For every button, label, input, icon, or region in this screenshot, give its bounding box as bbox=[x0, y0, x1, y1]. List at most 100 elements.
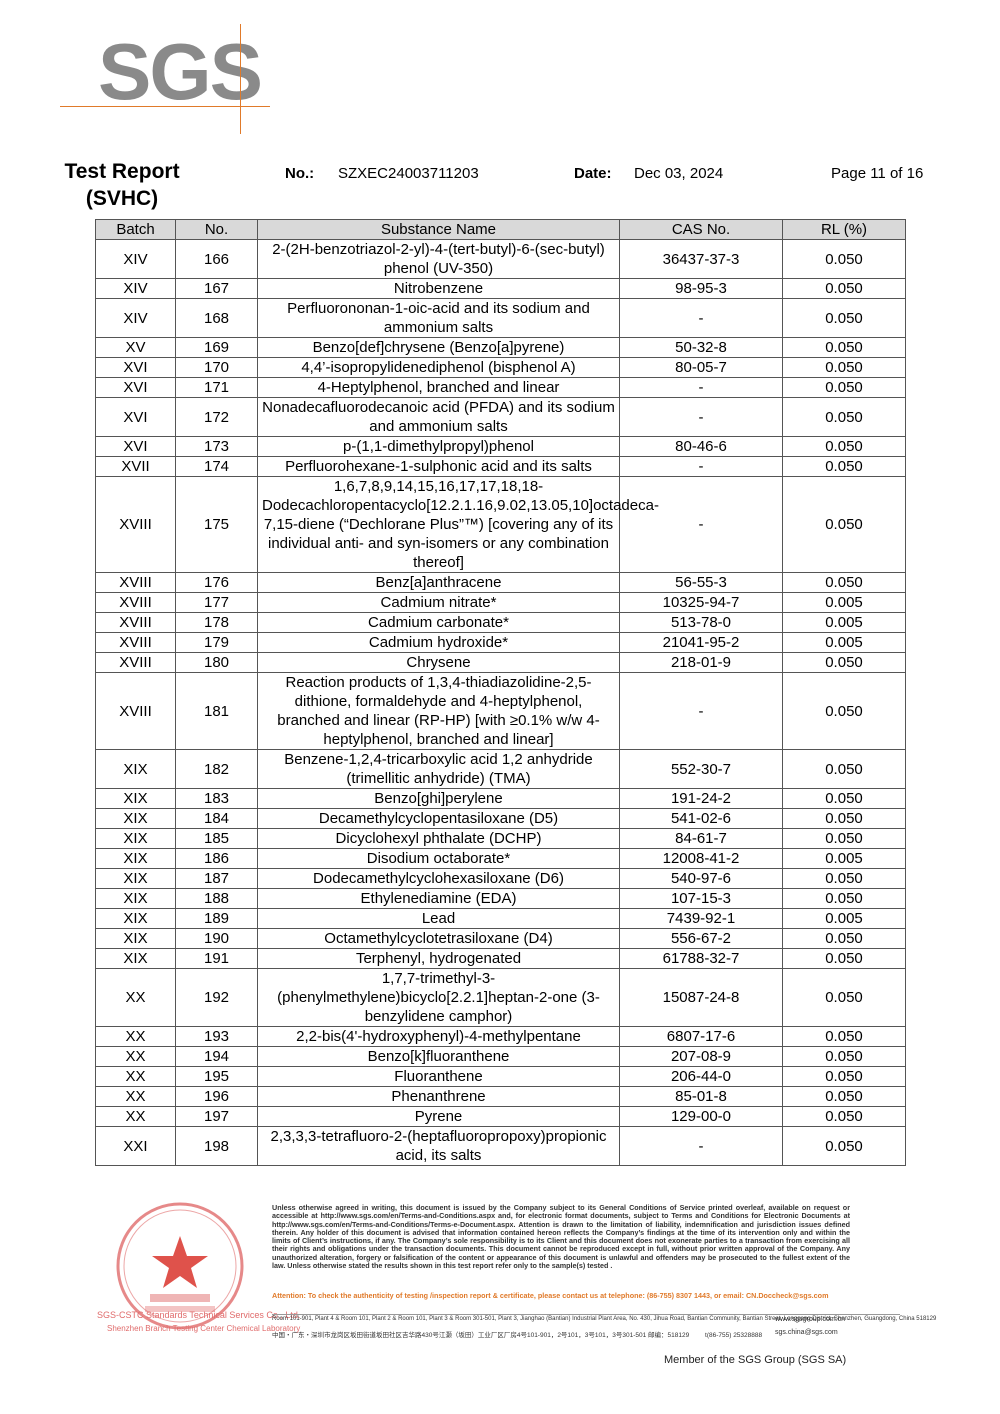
cell-substance-name: 1,6,7,8,9,14,15,16,17,17,18,18-Dodecachl… bbox=[257, 476, 659, 573]
cell-batch: XVII bbox=[95, 456, 176, 477]
cell-no: 198 bbox=[175, 1126, 258, 1166]
cell-no: 168 bbox=[175, 298, 258, 338]
cell-batch: XVIII bbox=[95, 672, 176, 750]
cell-cas-no: 56-55-3 bbox=[619, 572, 783, 593]
cell-rl: 0.050 bbox=[782, 652, 906, 673]
cell-no: 190 bbox=[175, 928, 258, 949]
cell-no: 192 bbox=[175, 968, 258, 1027]
cell-rl: 0.050 bbox=[782, 749, 906, 789]
cell-substance-name: Terphenyl, hydrogenated bbox=[257, 948, 620, 969]
cell-batch: XIX bbox=[95, 948, 176, 969]
email-link[interactable]: sgs.china@sgs.com bbox=[775, 1329, 838, 1336]
header-rl: RL (%) bbox=[782, 219, 906, 240]
table-row: XIV 166 2-(2H-benzotriazol-2-yl)-4-(tert-b… bbox=[95, 239, 906, 279]
footer-divider bbox=[272, 1314, 900, 1315]
cell-cas-no: - bbox=[619, 476, 783, 573]
cell-substance-name: Phenanthrene bbox=[257, 1086, 620, 1107]
footer: SGS-CSTC Standards Technical Services Co… bbox=[95, 1198, 936, 1348]
cell-batch: XVI bbox=[95, 397, 176, 437]
cell-cas-no: - bbox=[619, 456, 783, 477]
header-no: No. bbox=[175, 219, 258, 240]
table-row: XX 195 Fluoranthene 206-44-0 0.050 bbox=[95, 1066, 906, 1087]
cell-cas-no: 12008-41-2 bbox=[619, 848, 783, 869]
cell-batch: XIX bbox=[95, 868, 176, 889]
cell-no: 197 bbox=[175, 1106, 258, 1127]
table-row: XXI 198 2,3,3,3-tetrafluoro-2-(heptafluoro… bbox=[95, 1126, 906, 1166]
sgs-logo-text: SGS bbox=[98, 27, 263, 116]
table-row: XX 196 Phenanthrene 85-01-8 0.050 bbox=[95, 1086, 906, 1107]
cell-batch: XVI bbox=[95, 377, 176, 398]
cell-substance-name: Cadmium hydroxide* bbox=[257, 632, 620, 653]
website-link[interactable]: www.sgsgroup.com.cn bbox=[775, 1316, 846, 1323]
cell-rl: 0.050 bbox=[782, 572, 906, 593]
report-no-value: SZXEC24003711203 bbox=[338, 165, 479, 182]
cell-batch: XIX bbox=[95, 808, 176, 829]
cell-substance-name: Perfluorohexane-1-sulphonic acid and its… bbox=[257, 456, 620, 477]
cell-no: 185 bbox=[175, 828, 258, 849]
cell-batch: XX bbox=[95, 1106, 176, 1127]
cell-substance-name: Benzo[def]chrysene (Benzo[a]pyrene) bbox=[257, 337, 620, 358]
cell-substance-name: Cadmium carbonate* bbox=[257, 612, 620, 633]
table-row: XIX 182 Benzene-1,2,4-tricarboxylic acid 1… bbox=[95, 749, 906, 789]
cell-cas-no: 191-24-2 bbox=[619, 788, 783, 809]
cell-no: 167 bbox=[175, 278, 258, 299]
cell-no: 182 bbox=[175, 749, 258, 789]
table-row: XIX 186 Disodium octaborate* 12008-41-2 0.00… bbox=[95, 848, 906, 869]
cell-rl: 0.050 bbox=[782, 928, 906, 949]
stamp-lab-name: Shenzhen Branch Testing Center Chemical … bbox=[107, 1324, 301, 1333]
telephone: t(86-755) 25328888 bbox=[705, 1332, 763, 1339]
cell-batch: XVIII bbox=[95, 572, 176, 593]
table-row: XVIII 180 Chrysene 218-01-9 0.050 bbox=[95, 652, 906, 673]
date-value: Dec 03, 2024 bbox=[634, 165, 724, 182]
cell-batch: XIX bbox=[95, 928, 176, 949]
table-row: XVIII 181 Reaction products of 1,3,4-thiad… bbox=[95, 672, 906, 750]
report-title-line1: Test Report bbox=[64, 160, 180, 183]
cell-substance-name: Lead bbox=[257, 908, 620, 929]
cell-substance-name: Ethylenediamine (EDA) bbox=[257, 888, 620, 909]
cell-rl: 0.005 bbox=[782, 632, 906, 653]
cell-batch: XVIII bbox=[95, 632, 176, 653]
cell-rl: 0.005 bbox=[782, 908, 906, 929]
cell-batch: XIX bbox=[95, 908, 176, 929]
cell-rl: 0.050 bbox=[782, 788, 906, 809]
cell-cas-no: 21041-95-2 bbox=[619, 632, 783, 653]
table-row: XVI 171 4-Heptylphenol, branched and linea… bbox=[95, 377, 906, 398]
cell-rl: 0.050 bbox=[782, 808, 906, 829]
cell-batch: XVIII bbox=[95, 592, 176, 613]
cell-rl: 0.050 bbox=[782, 868, 906, 889]
cell-rl: 0.005 bbox=[782, 592, 906, 613]
table-row: XIX 187 Dodecamethylcyclohexasiloxane (D6)… bbox=[95, 868, 906, 889]
cell-rl: 0.050 bbox=[782, 1126, 906, 1166]
page-number: Page 11 of 16 bbox=[831, 165, 924, 182]
report-title: Test Report (SVHC) bbox=[56, 158, 188, 212]
cell-substance-name: Benzo[k]fluoranthene bbox=[257, 1046, 620, 1067]
cell-batch: XVIII bbox=[95, 612, 176, 633]
cell-rl: 0.005 bbox=[782, 848, 906, 869]
table-row: XIX 185 Dicyclohexyl phthalate (DCHP) 84-61… bbox=[95, 828, 906, 849]
cell-substance-name: 4,4’-isopropylidenediphenol (bisphenol A… bbox=[257, 357, 620, 378]
cell-cas-no: 513-78-0 bbox=[619, 612, 783, 633]
cell-substance-name: Fluoranthene bbox=[257, 1066, 620, 1087]
cell-cas-no: - bbox=[619, 397, 783, 437]
cell-batch: XX bbox=[95, 1066, 176, 1087]
cell-cas-no: 10325-94-7 bbox=[619, 592, 783, 613]
cell-rl: 0.050 bbox=[782, 357, 906, 378]
logo-horizontal-line bbox=[60, 106, 270, 107]
cell-no: 183 bbox=[175, 788, 258, 809]
cell-batch: XVI bbox=[95, 357, 176, 378]
table-row: XVIII 175 1,6,7,8,9,14,15,16,17,17,18,18-D… bbox=[95, 476, 906, 573]
cell-batch: XX bbox=[95, 1046, 176, 1067]
cell-substance-name: Cadmium nitrate* bbox=[257, 592, 620, 613]
cell-substance-name: Reaction products of 1,3,4-thiadiazolidi… bbox=[257, 672, 620, 750]
table-row: XIX 183 Benzo[ghi]perylene 191-24-2 0.050 bbox=[95, 788, 906, 809]
cell-no: 172 bbox=[175, 397, 258, 437]
cell-cas-no: 129-00-0 bbox=[619, 1106, 783, 1127]
cell-batch: XVIII bbox=[95, 652, 176, 673]
cell-cas-no: 7439-92-1 bbox=[619, 908, 783, 929]
cell-no: 189 bbox=[175, 908, 258, 929]
cell-cas-no: 61788-32-7 bbox=[619, 948, 783, 969]
cell-substance-name: Octamethylcyclotetrasiloxane (D4) bbox=[257, 928, 620, 949]
address-chinese-text: 中国・广东・深圳市龙岗区坂田街道坂田社区吉华路430号江灏（坂田）工业厂区厂房4… bbox=[272, 1332, 690, 1339]
cell-cas-no: 80-05-7 bbox=[619, 357, 783, 378]
cell-no: 173 bbox=[175, 436, 258, 457]
